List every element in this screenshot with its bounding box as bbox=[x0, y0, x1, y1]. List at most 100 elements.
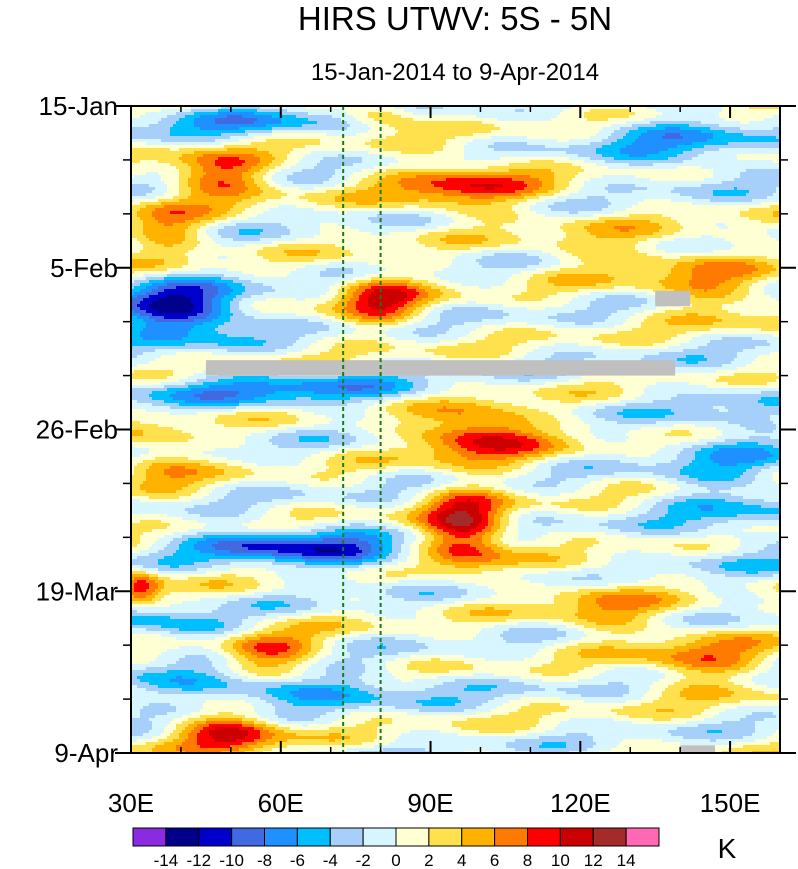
heatmap-cell bbox=[512, 124, 516, 128]
heatmap-cell bbox=[383, 154, 387, 158]
heatmap-cell bbox=[497, 133, 501, 137]
heatmap-cell bbox=[602, 109, 606, 113]
heatmap-cell bbox=[401, 163, 405, 167]
heatmap-cell bbox=[428, 136, 432, 140]
heatmap-cell bbox=[161, 139, 165, 143]
heatmap-cell bbox=[533, 124, 537, 128]
heatmap-cell bbox=[743, 124, 747, 128]
heatmap-cell bbox=[344, 106, 348, 110]
heatmap-cell bbox=[320, 136, 324, 140]
heatmap-cell bbox=[686, 160, 690, 164]
heatmap-cell bbox=[680, 151, 684, 155]
heatmap-cell bbox=[674, 127, 678, 131]
heatmap-cell bbox=[188, 136, 192, 140]
heatmap-cell bbox=[392, 172, 396, 176]
heatmap-cell bbox=[488, 121, 492, 125]
heatmap-cell bbox=[218, 169, 222, 173]
heatmap-cell bbox=[719, 133, 723, 137]
heatmap-cell bbox=[713, 166, 717, 170]
heatmap-cell bbox=[338, 106, 342, 110]
heatmap-cell bbox=[380, 109, 384, 113]
heatmap-cell bbox=[704, 109, 708, 113]
heatmap-cell bbox=[179, 145, 183, 149]
heatmap-cell bbox=[194, 166, 198, 170]
heatmap-cell bbox=[269, 115, 273, 119]
heatmap-cell bbox=[335, 136, 339, 140]
heatmap-cell bbox=[170, 127, 174, 131]
heatmap-cell bbox=[485, 160, 489, 164]
heatmap-cell bbox=[380, 163, 384, 167]
heatmap-cell bbox=[305, 154, 309, 158]
heatmap-cell bbox=[410, 124, 414, 128]
heatmap-cell bbox=[569, 160, 573, 164]
heatmap-cell bbox=[521, 106, 525, 110]
heatmap-cell bbox=[641, 112, 645, 116]
heatmap-cell bbox=[749, 166, 753, 170]
heatmap-cell bbox=[593, 169, 597, 173]
heatmap-cell bbox=[695, 172, 699, 176]
heatmap-cell bbox=[383, 124, 387, 128]
heatmap-cell bbox=[443, 112, 447, 116]
heatmap-cell bbox=[329, 154, 333, 158]
heatmap-cell bbox=[380, 121, 384, 125]
heatmap-cell bbox=[155, 127, 159, 131]
heatmap-cell bbox=[593, 136, 597, 140]
heatmap-cell bbox=[512, 166, 516, 170]
heatmap-cell bbox=[383, 157, 387, 161]
heatmap-cell bbox=[218, 151, 222, 155]
heatmap-cell bbox=[554, 148, 558, 152]
heatmap-cell bbox=[650, 115, 654, 119]
heatmap-cell bbox=[275, 115, 279, 119]
heatmap-cell bbox=[563, 139, 567, 143]
heatmap-cell bbox=[338, 157, 342, 161]
heatmap-cell bbox=[464, 112, 468, 116]
heatmap-cell bbox=[347, 169, 351, 173]
heatmap-cell bbox=[410, 136, 414, 140]
heatmap-cell bbox=[587, 154, 591, 158]
heatmap-cell bbox=[332, 160, 336, 164]
heatmap-cell bbox=[761, 109, 765, 113]
heatmap-cell bbox=[131, 109, 135, 113]
heatmap-cell bbox=[440, 172, 444, 176]
heatmap-cell bbox=[557, 139, 561, 143]
heatmap-cell bbox=[680, 169, 684, 173]
heatmap-cell bbox=[749, 112, 753, 116]
heatmap-cell bbox=[248, 121, 252, 125]
heatmap-cell bbox=[524, 154, 528, 158]
heatmap-cell bbox=[725, 142, 729, 146]
heatmap-cell bbox=[398, 160, 402, 164]
heatmap-cell bbox=[302, 109, 306, 113]
heatmap-cell bbox=[692, 106, 696, 110]
heatmap-cell bbox=[695, 160, 699, 164]
heatmap-cell bbox=[668, 130, 672, 134]
heatmap-cell bbox=[239, 136, 243, 140]
heatmap-cell bbox=[245, 139, 249, 143]
heatmap-cell bbox=[431, 112, 435, 116]
heatmap-cell bbox=[278, 154, 282, 158]
heatmap-cell bbox=[692, 154, 696, 158]
heatmap-cell bbox=[614, 139, 618, 143]
heatmap-cell bbox=[566, 124, 570, 128]
heatmap-cell bbox=[317, 145, 321, 149]
heatmap-cell bbox=[599, 136, 603, 140]
heatmap-cell bbox=[275, 169, 279, 173]
heatmap-cell bbox=[596, 115, 600, 119]
heatmap-cell bbox=[176, 154, 180, 158]
heatmap-cell bbox=[638, 127, 642, 131]
heatmap-cell bbox=[611, 145, 615, 149]
heatmap-cell bbox=[344, 166, 348, 170]
heatmap-cell bbox=[224, 106, 228, 110]
heatmap-cell bbox=[578, 151, 582, 155]
heatmap-cell bbox=[158, 160, 162, 164]
heatmap-cell bbox=[653, 163, 657, 167]
heatmap-cell bbox=[521, 163, 525, 167]
heatmap-cell bbox=[131, 148, 135, 152]
heatmap-cell bbox=[653, 160, 657, 164]
heatmap-cell bbox=[596, 124, 600, 128]
heatmap-cell bbox=[608, 127, 612, 131]
heatmap-cell bbox=[743, 133, 747, 137]
heatmap-cell bbox=[368, 151, 372, 155]
heatmap-cell bbox=[311, 118, 315, 122]
heatmap-cell bbox=[749, 154, 753, 158]
heatmap-cell bbox=[695, 109, 699, 113]
